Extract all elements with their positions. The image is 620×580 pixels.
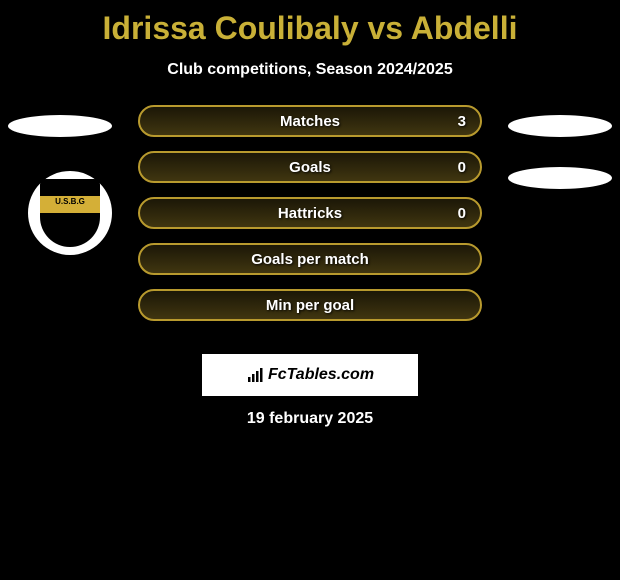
chart-bars-icon: [246, 366, 264, 384]
stat-label: Goals per match: [251, 251, 369, 268]
left-player-placeholder: [8, 115, 112, 137]
date-text: 19 february 2025: [247, 410, 373, 428]
watermark: FcTables.com: [202, 354, 418, 396]
stat-value: 3: [458, 113, 466, 130]
stat-label: Matches: [280, 113, 340, 130]
stat-row-goals: Goals 0: [138, 151, 482, 183]
watermark-text: FcTables.com: [268, 366, 374, 384]
stat-row-min-per-goal: Min per goal: [138, 289, 482, 321]
right-player-placeholder-1: [508, 115, 612, 137]
badge-shield-icon: U.S.B.G: [40, 179, 100, 247]
badge-label: U.S.B.G: [55, 197, 85, 206]
stat-value: 0: [458, 205, 466, 222]
stat-label: Min per goal: [266, 297, 354, 314]
stat-row-goals-per-match: Goals per match: [138, 243, 482, 275]
subtitle: Club competitions, Season 2024/2025: [0, 61, 620, 79]
stat-value: 0: [458, 159, 466, 176]
stats-container: Matches 3 Goals 0 Hattricks 0 Goals per …: [138, 105, 482, 335]
stat-row-hattricks: Hattricks 0: [138, 197, 482, 229]
right-player-placeholder-2: [508, 167, 612, 189]
stat-label: Hattricks: [278, 205, 342, 222]
stat-row-matches: Matches 3: [138, 105, 482, 137]
page-title: Idrissa Coulibaly vs Abdelli: [0, 0, 620, 47]
club-badge: U.S.B.G: [28, 171, 112, 255]
stat-label: Goals: [289, 159, 331, 176]
